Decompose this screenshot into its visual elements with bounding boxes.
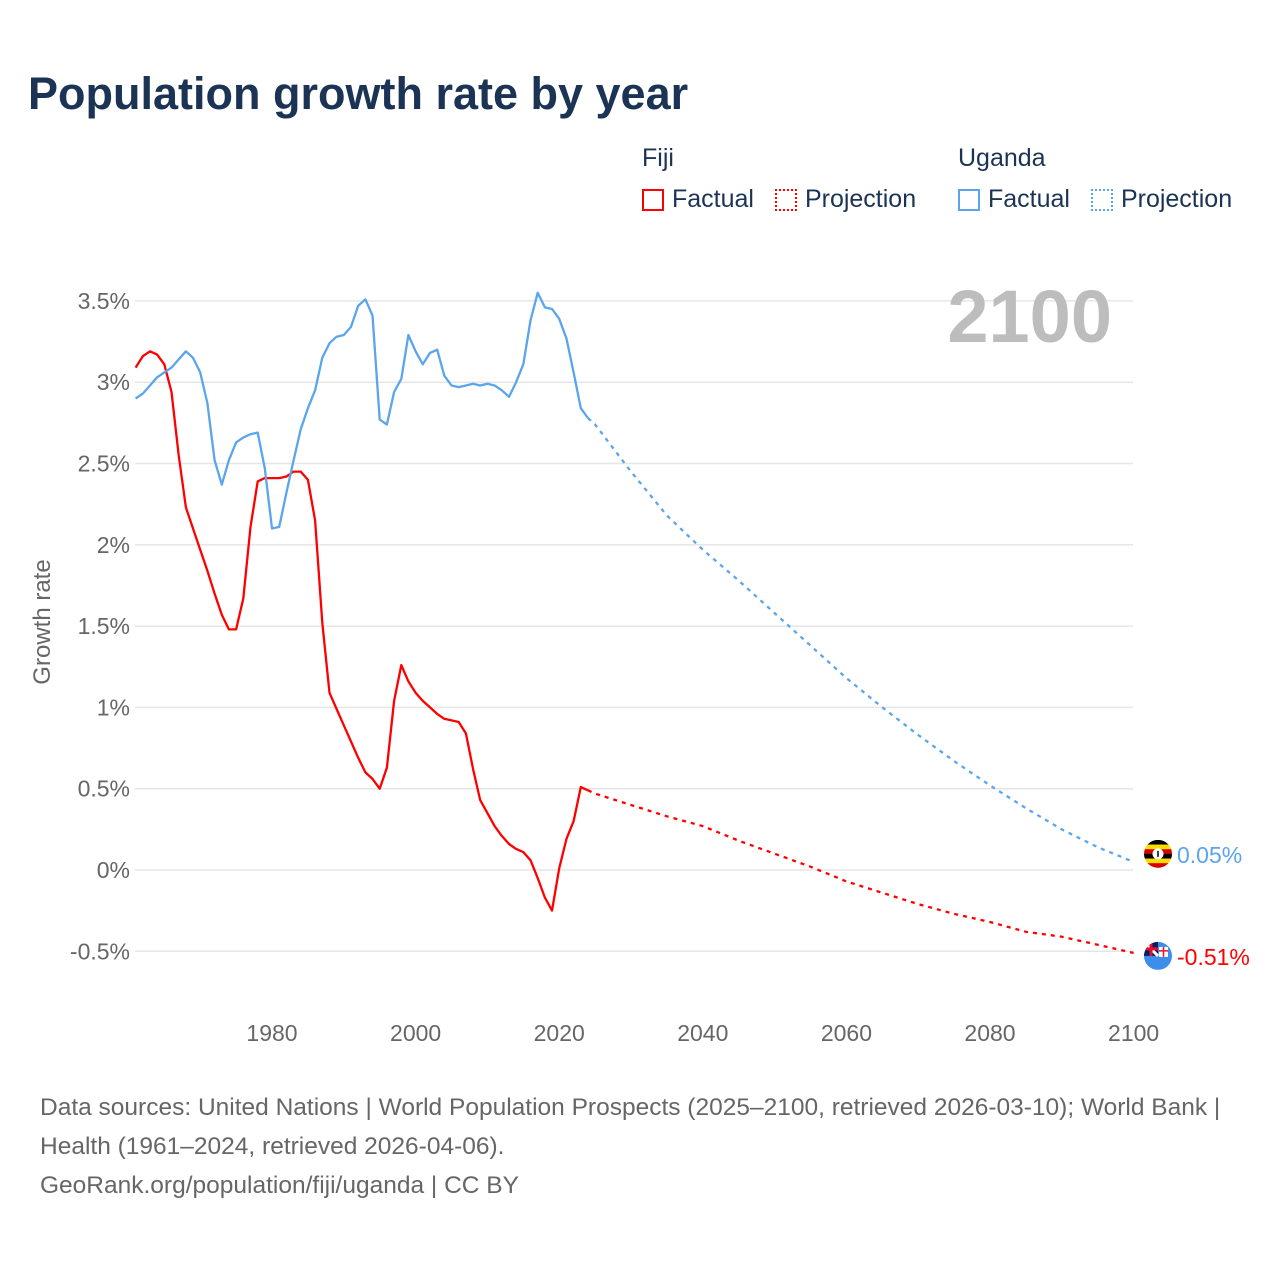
legend-swatch-solid — [958, 188, 980, 211]
y-tick-label: -0.5% — [70, 938, 130, 964]
legend-group-fiji: Fiji Factual Projection — [642, 144, 930, 218]
x-tick-label: 2080 — [964, 1020, 1015, 1046]
legend-uganda-factual[interactable]: Factual — [958, 185, 1070, 214]
legend-swatch-dotted — [1090, 188, 1113, 211]
x-tick-label: 2000 — [390, 1020, 441, 1046]
data-sources: Data sources: United Nations | World Pop… — [40, 1094, 1221, 1160]
series-line-fiji-factual — [134, 350, 589, 912]
legend-fiji-factual[interactable]: Factual — [642, 185, 754, 214]
y-tick-label: 2% — [97, 532, 130, 558]
x-tick-label: 1980 — [246, 1020, 297, 1046]
flag-stripe — [1144, 858, 1172, 864]
credit-link[interactable]: GeoRank.org/population/fiji/uganda | CC … — [40, 1172, 519, 1199]
x-tick-label: 2040 — [677, 1020, 728, 1046]
year-watermark: 2100 — [947, 275, 1112, 358]
y-tick-label: 3% — [97, 369, 130, 395]
y-tick-label: 1.5% — [78, 613, 130, 639]
y-tick-label: 0.5% — [78, 776, 130, 802]
legend-label: Factual — [672, 185, 754, 213]
series-line-uganda-projection — [587, 417, 1135, 863]
legend-fiji-projection[interactable]: Projection — [774, 185, 917, 214]
y-tick-label: 3.5% — [78, 288, 130, 314]
legend-group-uganda: Uganda Factual Projection — [958, 144, 1232, 218]
legend-group-name: Uganda — [958, 144, 1046, 172]
fiji-flag-icon — [1144, 941, 1172, 970]
x-tick-label: 2020 — [534, 1020, 585, 1046]
flag-stripe — [1144, 863, 1172, 868]
legend-group-name: Fiji — [642, 144, 674, 172]
fiji-end-label: -0.51% — [1177, 944, 1250, 970]
y-axis-label: Growth rate — [29, 559, 56, 684]
footer: Data sources: United Nations | World Pop… — [40, 1088, 1240, 1205]
chart-title: Population growth rate by year — [28, 68, 689, 119]
series-line-uganda-factual — [134, 291, 589, 530]
y-tick-label: 1% — [97, 694, 130, 720]
uganda-end-label: 0.05% — [1177, 842, 1242, 868]
legend-label: Factual — [988, 185, 1070, 213]
legend-swatch-dotted — [774, 188, 797, 211]
uganda-flag-icon — [1144, 839, 1172, 868]
legend-swatch-solid — [642, 188, 664, 211]
legend-label: Projection — [804, 185, 917, 213]
x-tick-label: 2100 — [1108, 1020, 1159, 1046]
flag-stripe — [1144, 844, 1172, 850]
flag-body — [1144, 839, 1172, 868]
legend-label: Projection — [1120, 185, 1233, 213]
y-tick-label: 0% — [97, 857, 130, 883]
series-line-fiji-projection — [587, 789, 1134, 955]
flag-stripe — [1144, 839, 1172, 846]
legend-uganda-projection[interactable]: Projection — [1090, 185, 1233, 214]
x-tick-label: 2060 — [821, 1020, 872, 1046]
flag-body — [1144, 941, 1172, 970]
y-tick-label: 2.5% — [78, 451, 130, 477]
